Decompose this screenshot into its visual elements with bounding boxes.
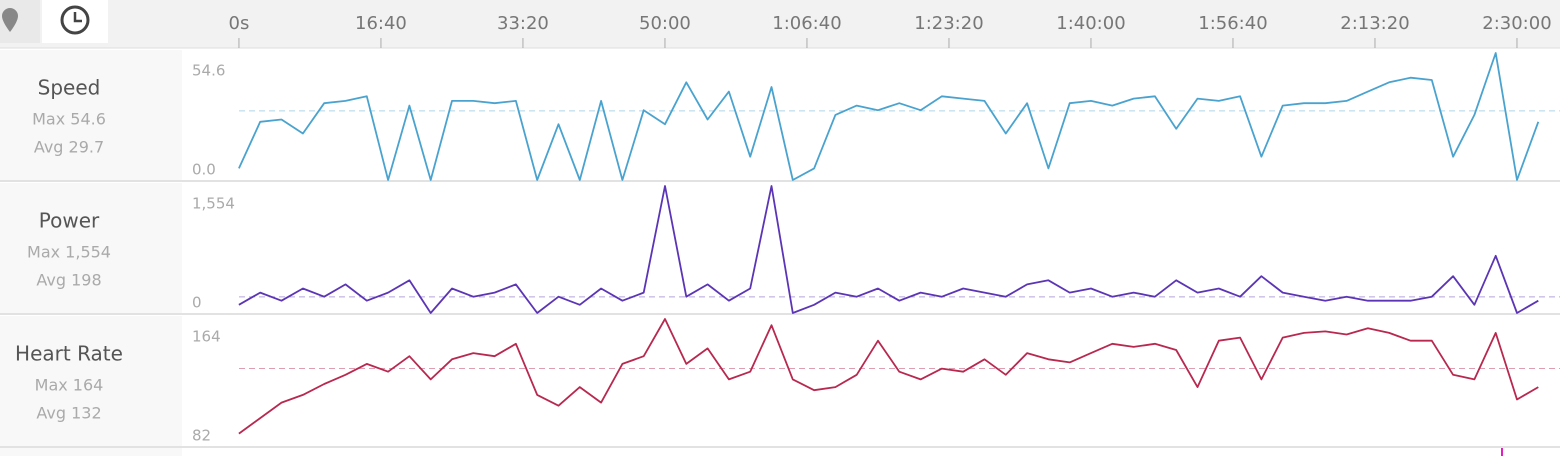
y-tick-label: 164 (192, 328, 221, 346)
panel-avg: Avg 198 (36, 271, 101, 290)
clock-icon (60, 5, 90, 35)
y-tick-label: 0.0 (192, 161, 216, 179)
series-line (238, 318, 1539, 435)
panel-label-bg (0, 50, 182, 181)
x-tick-label: 50:00 (639, 13, 691, 34)
next-panel-label (0, 447, 182, 456)
panel-max: Max 54.6 (32, 110, 106, 129)
y-tick-label: 1,554 (192, 195, 235, 213)
x-tick-label: 2:30:00 (1482, 13, 1551, 34)
panel-avg: Avg 132 (36, 404, 101, 423)
panel-title: Heart Rate (15, 342, 123, 366)
x-tick-label: 2:13:20 (1340, 13, 1409, 34)
y-tick-label: 54.6 (192, 62, 225, 80)
x-tick-label: 1:40:00 (1056, 13, 1125, 34)
x-tick-label: 33:20 (497, 13, 549, 34)
x-tick-label: 0s (229, 13, 250, 34)
x-tick-label: 1:06:40 (772, 13, 841, 34)
y-tick-label: 82 (192, 427, 211, 445)
clock-hands (73, 12, 82, 23)
y-tick-label: 0 (192, 294, 202, 312)
series-line (238, 185, 1539, 314)
panel-label-bg (0, 316, 182, 447)
x-tick-label: 1:23:20 (914, 13, 983, 34)
panel-title: Power (39, 209, 100, 233)
x-tick-label: 1:56:40 (1198, 13, 1267, 34)
panel-max: Max 1,554 (27, 243, 111, 262)
panel-label-bg (0, 183, 182, 314)
panel-max: Max 164 (35, 376, 104, 395)
pin-icon (2, 8, 18, 32)
panel-avg: Avg 29.7 (34, 138, 104, 157)
timeline-bar (0, 0, 1560, 48)
series-line (238, 52, 1540, 181)
panel-title: Speed (38, 76, 101, 100)
x-tick-label: 16:40 (355, 13, 407, 34)
